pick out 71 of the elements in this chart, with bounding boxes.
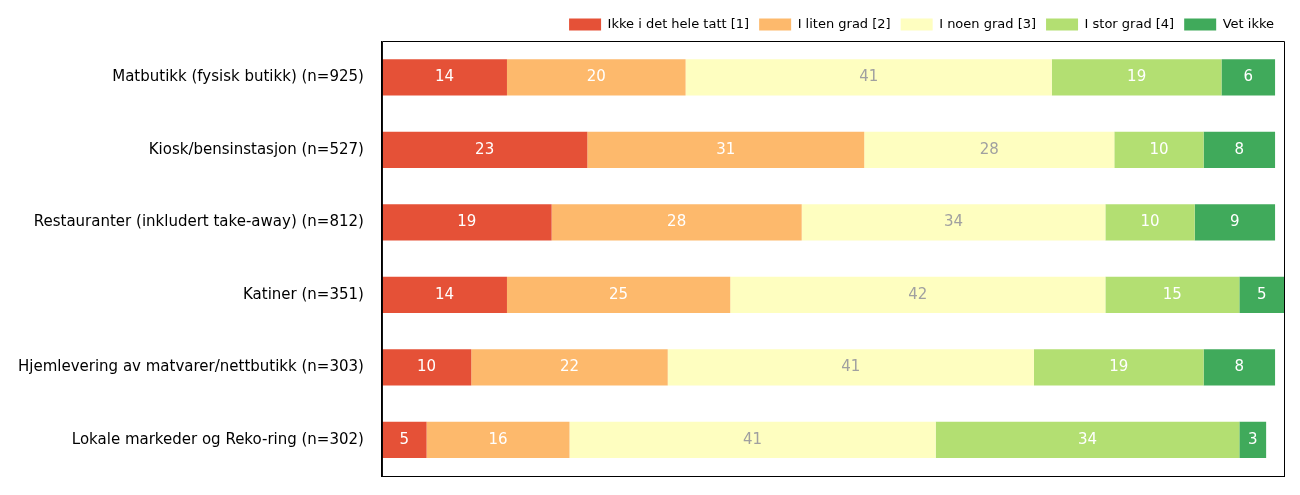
data-label: 16 xyxy=(488,429,508,448)
bar xyxy=(1239,276,1284,313)
y-tick-label: Katiner (n=351) xyxy=(243,284,364,303)
data-label: 20 xyxy=(586,67,606,86)
y-tick-label: Matbutikk (fysisk butikk) (n=925) xyxy=(112,67,364,86)
bar xyxy=(1105,276,1240,313)
legend-label: I liten grad [2] xyxy=(797,15,891,31)
bar xyxy=(1051,59,1222,96)
bar xyxy=(506,276,731,313)
data-label: 14 xyxy=(434,67,454,86)
bar xyxy=(381,421,427,458)
bar xyxy=(381,349,472,386)
bar xyxy=(1239,421,1267,458)
bar xyxy=(569,421,936,458)
data-label: 19 xyxy=(1109,357,1129,376)
bar xyxy=(935,421,1240,458)
data-label: 10 xyxy=(417,357,437,376)
bar xyxy=(1221,59,1276,96)
data-label: 22 xyxy=(559,357,580,376)
data-label: 5 xyxy=(1256,284,1267,303)
data-label: 5 xyxy=(399,429,410,448)
data-label: 28 xyxy=(979,139,999,158)
y-tick-label: Lokale markeder og Reko-ring (n=302) xyxy=(71,429,364,448)
legend-label: I stor grad [4] xyxy=(1084,15,1175,31)
data-label: 19 xyxy=(457,212,477,231)
data-label: 6 xyxy=(1243,67,1254,86)
bar xyxy=(381,59,507,96)
y-tick-label: Hjemlevering av matvarer/nettbutikk (n=303) xyxy=(17,357,364,376)
data-label: 34 xyxy=(1077,429,1098,448)
bar xyxy=(381,276,507,313)
data-label: 14 xyxy=(434,284,454,303)
bar xyxy=(1114,131,1204,168)
bar xyxy=(381,131,588,168)
bar xyxy=(685,59,1052,96)
data-label: 23 xyxy=(475,139,495,158)
data-label: 42 xyxy=(908,284,928,303)
legend-label: I noen grad [3] xyxy=(939,15,1037,31)
legend-label: Vet ikke xyxy=(1222,15,1275,31)
bar xyxy=(801,204,1106,241)
data-label: 10 xyxy=(1149,139,1169,158)
bar xyxy=(1033,349,1204,386)
bar xyxy=(1105,204,1195,241)
bar xyxy=(506,59,686,96)
data-label: 41 xyxy=(743,429,763,448)
bar xyxy=(864,131,1115,168)
data-label: 15 xyxy=(1162,284,1182,303)
bar xyxy=(1203,349,1276,386)
data-label: 34 xyxy=(943,212,964,231)
bar xyxy=(381,204,552,241)
data-label: 41 xyxy=(859,67,879,86)
bar xyxy=(1194,204,1276,241)
bar xyxy=(730,276,1106,313)
data-label: 41 xyxy=(841,357,861,376)
data-label: 25 xyxy=(609,284,629,303)
bar xyxy=(471,349,668,386)
data-label: 28 xyxy=(667,212,687,231)
data-label: 31 xyxy=(716,139,736,158)
data-label: 8 xyxy=(1234,357,1245,376)
bar xyxy=(426,421,570,458)
data-label: 8 xyxy=(1234,139,1245,158)
data-label: 9 xyxy=(1230,212,1240,231)
data-label: 19 xyxy=(1127,67,1147,86)
bar xyxy=(551,204,802,241)
bar xyxy=(587,131,865,168)
y-tick-label: Restauranter (inkludert take-away) (n=812) xyxy=(33,212,364,231)
legend-label: Ikke i det hele tatt [1] xyxy=(607,15,750,31)
bar xyxy=(667,349,1034,386)
data-label: 10 xyxy=(1140,212,1160,231)
data-label: 3 xyxy=(1247,429,1258,448)
bar xyxy=(1203,131,1276,168)
y-tick-label: Kiosk/bensinstasjon (n=527) xyxy=(148,139,364,158)
